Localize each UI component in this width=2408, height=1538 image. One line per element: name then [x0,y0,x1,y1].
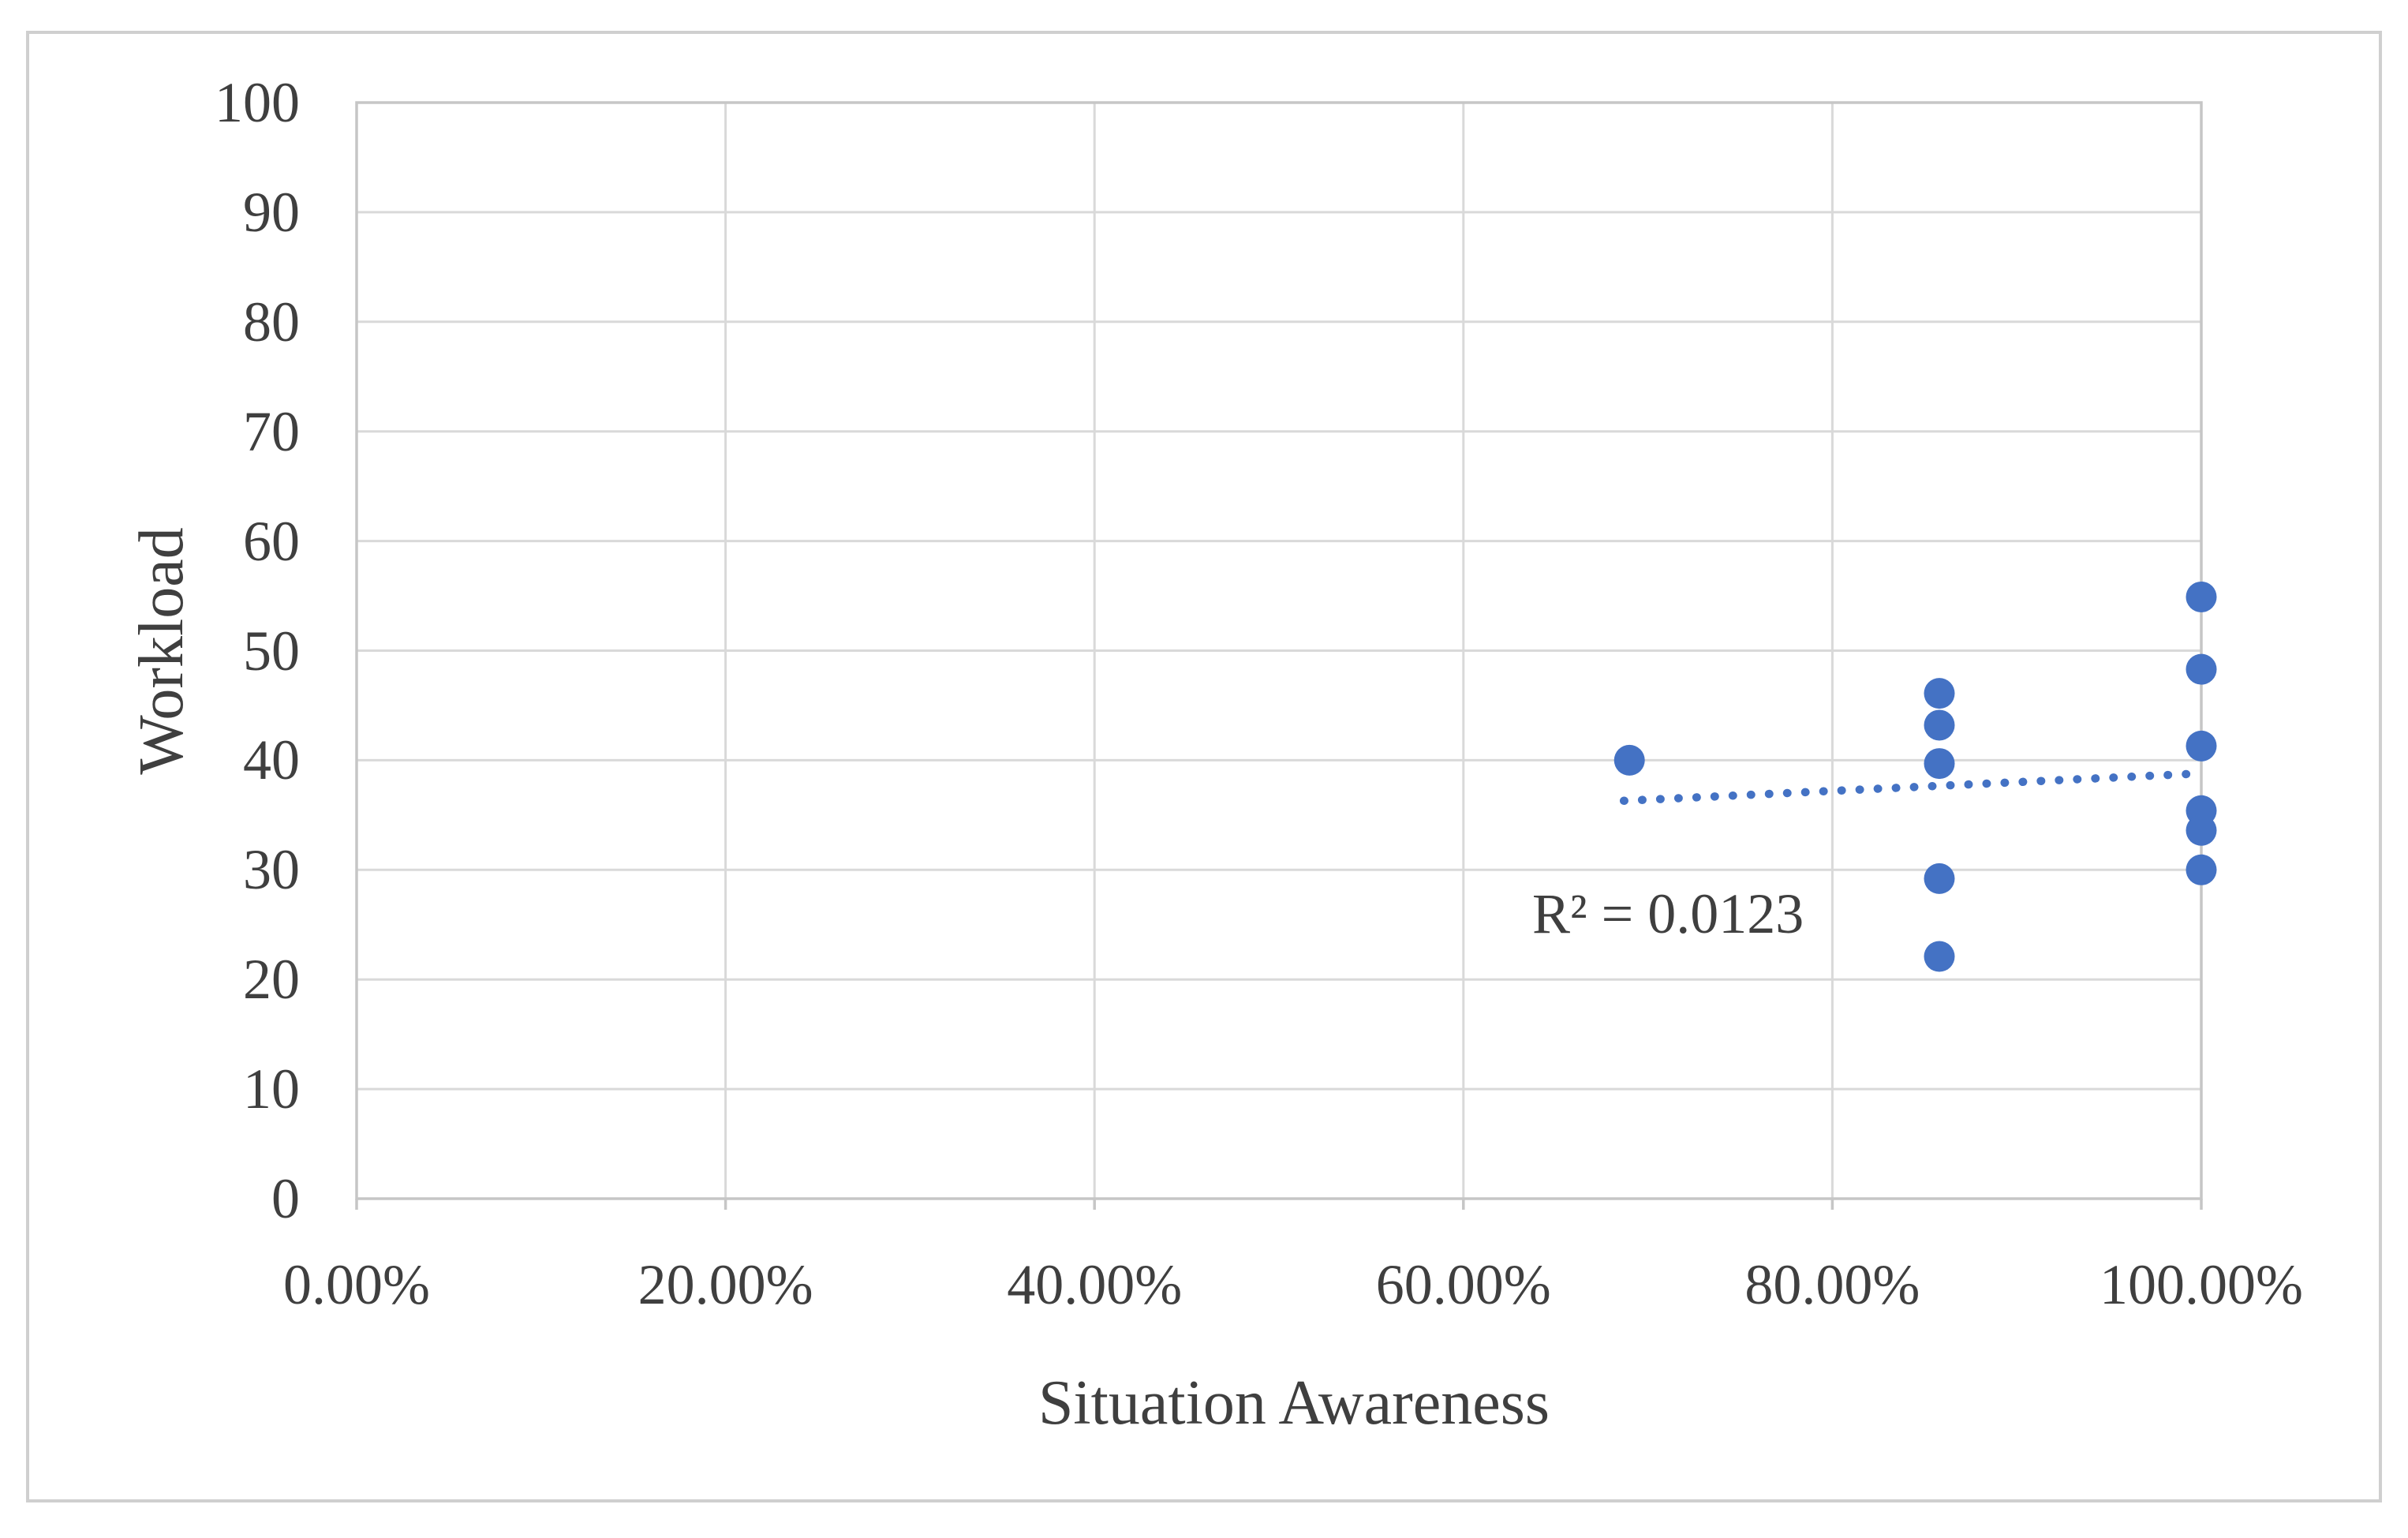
y-tick-label: 40 [243,728,300,792]
y-tick-label: 60 [243,509,300,573]
y-tick-label: 90 [243,180,300,244]
y-tick-label: 30 [243,838,300,902]
plot-frame [355,101,2203,1200]
data-point [1924,941,1955,972]
x-tick-label: 40.00% [1007,1253,1183,1316]
data-point [2186,653,2217,685]
y-tick-label: 80 [243,290,300,354]
x-tick-label: 100.00% [2100,1253,2303,1316]
trendline-dotted [1619,769,2206,806]
x-tick-label: 60.00% [1375,1253,1551,1316]
y-tick-label: 70 [243,399,300,463]
y-tick-label: 100 [215,71,300,134]
r-squared-annotation: R² = 0.0123 [1532,882,1804,945]
y-tick-label: 50 [243,619,300,683]
data-point [1613,744,1645,776]
x-tick-label: 0.00% [283,1253,430,1316]
data-point [2186,581,2217,612]
data-point [1924,709,1955,741]
x-axis-title: Situation Awareness [1038,1368,1550,1438]
data-point [1924,863,1955,894]
y-tick-label: 20 [243,948,300,1012]
data-point [2186,854,2217,885]
x-tick-label: 20.00% [638,1253,813,1316]
y-tick-label: 10 [243,1057,300,1121]
y-tick-label: 0 [271,1167,300,1230]
chart-outer-border [26,31,2382,1502]
data-point [1924,748,1955,780]
data-point [1924,678,1955,709]
data-point [2186,730,2217,762]
x-tick-label: 80.00% [1744,1253,1920,1316]
y-axis-title: Workload [127,527,196,775]
data-point [2186,814,2217,846]
